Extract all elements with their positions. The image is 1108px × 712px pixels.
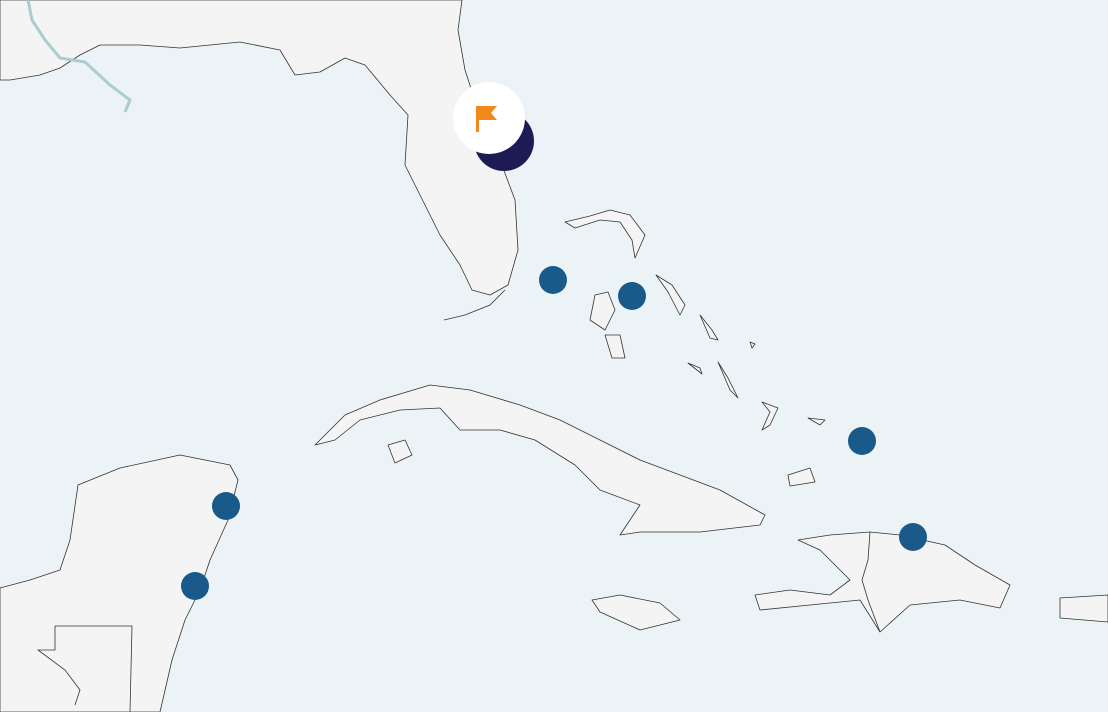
bahamas-island xyxy=(807,417,826,426)
country-border xyxy=(861,531,881,633)
bahamas-island xyxy=(589,291,616,331)
map-marker[interactable] xyxy=(848,427,876,455)
map-marker[interactable] xyxy=(212,492,240,520)
florida xyxy=(0,0,519,296)
river xyxy=(26,0,132,113)
bahamas-island xyxy=(699,314,719,341)
bahamas-island xyxy=(564,209,646,259)
map-marker[interactable] xyxy=(181,572,209,600)
bahamas-island xyxy=(761,401,779,431)
bahamas-island xyxy=(655,274,686,316)
isle-of-youth xyxy=(387,439,413,464)
flag-icon xyxy=(476,106,497,132)
bahamas-island xyxy=(787,467,816,487)
bahamas-island xyxy=(749,341,756,349)
bahamas-island xyxy=(717,361,739,399)
country-border xyxy=(36,625,133,712)
bahamas-island xyxy=(687,362,703,375)
yucatan xyxy=(0,454,239,712)
keys xyxy=(443,289,506,321)
map-marker[interactable] xyxy=(618,282,646,310)
puerto-rico xyxy=(1059,594,1108,623)
cuba xyxy=(314,384,766,536)
map-marker[interactable] xyxy=(899,523,927,551)
map-marker[interactable] xyxy=(539,266,567,294)
bahamas-island xyxy=(604,334,626,359)
jamaica xyxy=(591,594,681,631)
